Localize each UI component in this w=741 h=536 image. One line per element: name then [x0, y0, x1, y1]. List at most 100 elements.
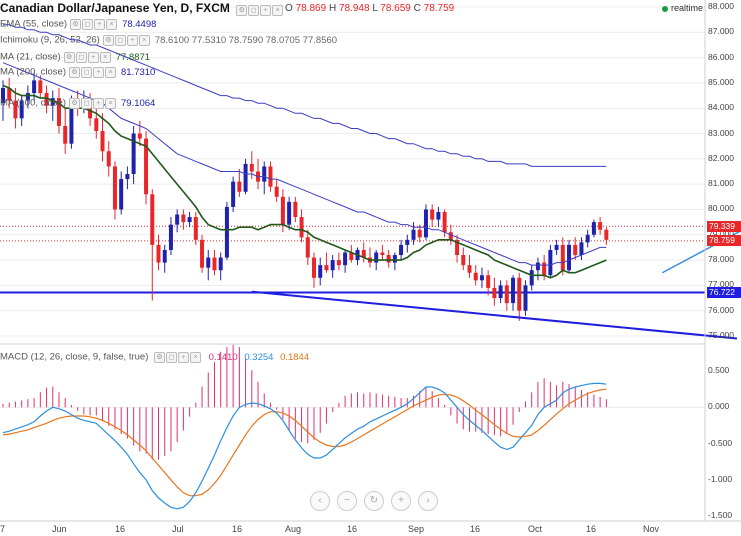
- indicator-buttons: ⚙ ◻ + ×: [63, 51, 112, 63]
- candle-body: [392, 255, 397, 263]
- indicator-value: 77.8871: [115, 51, 151, 63]
- price-tick-label: 87.000: [708, 26, 734, 37]
- macd-close-icon[interactable]: ×: [190, 352, 202, 363]
- time-tick-label: Sep: [408, 524, 425, 534]
- add-icon[interactable]: +: [260, 5, 272, 17]
- realtime-label: realtime: [671, 3, 704, 13]
- candle-body: [542, 262, 547, 276]
- candle-body: [461, 255, 466, 266]
- macd-settings-icon[interactable]: ⚙: [154, 352, 166, 363]
- indicator-row: MA (21, close) ⚙ ◻ + × 77.8871: [0, 51, 150, 63]
- candle-body: [7, 87, 12, 101]
- settings-icon[interactable]: ⚙: [102, 35, 114, 46]
- candle-body: [1, 87, 5, 104]
- indicator-label[interactable]: MA (100, close): [0, 97, 66, 109]
- settings-icon[interactable]: ⚙: [69, 98, 80, 109]
- candle-body: [200, 239, 205, 268]
- scroll-left-icon[interactable]: ‹: [310, 491, 330, 511]
- hide-icon[interactable]: ◻: [82, 19, 94, 30]
- candle-body: [25, 93, 30, 101]
- navigation-controls: ‹ − ↻ + ›: [310, 490, 445, 511]
- price-lines: [0, 225, 705, 294]
- reset-icon[interactable]: ↻: [364, 491, 384, 511]
- ma21-line: [2, 84, 607, 279]
- candle-body: [38, 80, 43, 94]
- close-icon[interactable]: ×: [99, 52, 111, 63]
- candle-body: [448, 232, 453, 240]
- indicator-label[interactable]: MA (21, close): [0, 51, 61, 63]
- add-icon[interactable]: +: [126, 35, 138, 46]
- zoom-in-icon[interactable]: +: [391, 491, 411, 511]
- settings-icon[interactable]: ⚙: [69, 67, 80, 78]
- close-icon[interactable]: ×: [105, 67, 116, 78]
- add-icon[interactable]: +: [93, 67, 104, 78]
- candle-body: [498, 285, 503, 299]
- close-icon[interactable]: ×: [106, 19, 118, 30]
- chart-title: Canadian Dollar/Japanese Yen, D, FXCM ⚙ ◻…: [0, 1, 284, 17]
- candle-body: [131, 133, 136, 175]
- ohlc-value-c: 78.759: [423, 3, 455, 14]
- indicator-label[interactable]: Ichimoku (9, 26, 52, 26): [0, 34, 100, 46]
- price-tag: 78.759: [707, 235, 741, 247]
- macd-legend: MACD (12, 26, close, 9, false, true) ⚙ ◻ +…: [0, 351, 309, 363]
- candle-body: [585, 234, 590, 243]
- ohlc-value-h: 78.948: [338, 3, 373, 14]
- settings-icon[interactable]: ⚙: [63, 52, 75, 63]
- title-buttons: ⚙ ◻ + ×: [236, 1, 284, 17]
- candle-body: [305, 237, 310, 258]
- candle-body: [100, 131, 105, 152]
- hide-icon[interactable]: ◻: [81, 98, 92, 109]
- symbol-name[interactable]: Canadian Dollar/Japanese Yen, D, FXCM: [0, 1, 230, 15]
- time-tick-label: Aug: [285, 524, 302, 534]
- hide-icon[interactable]: ◻: [248, 5, 260, 17]
- time-tick-label: Nov: [643, 524, 660, 534]
- indicator-label[interactable]: MA (200, close): [0, 66, 66, 78]
- candles: [1, 72, 609, 321]
- price-tick-label: 84.000: [708, 102, 734, 113]
- candle-body: [193, 217, 198, 240]
- settings-icon[interactable]: ⚙: [236, 5, 248, 17]
- settings-icon[interactable]: ⚙: [70, 19, 82, 30]
- candle-body: [517, 277, 522, 311]
- candle-body: [318, 265, 323, 278]
- add-icon[interactable]: +: [87, 52, 99, 63]
- candle-body: [567, 244, 572, 271]
- candle-body: [430, 209, 435, 220]
- hide-icon[interactable]: ◻: [81, 67, 92, 78]
- candle-body: [231, 181, 236, 207]
- hide-icon[interactable]: ◻: [114, 35, 126, 46]
- close-icon[interactable]: ×: [105, 98, 116, 109]
- candle-body: [137, 133, 142, 139]
- indicator-row: MA (100, close) ⚙ ◻ + × 79.1064: [0, 97, 155, 109]
- price-tag: 76.722: [707, 286, 741, 298]
- time-tick-label: 7: [0, 524, 6, 534]
- candle-body: [112, 166, 117, 210]
- candle-body: [349, 252, 354, 261]
- macd-main-line: [2, 382, 607, 510]
- indicator-buttons: ⚙ ◻ + ×: [102, 34, 151, 46]
- candle-body: [218, 257, 223, 271]
- candle-body: [299, 217, 304, 238]
- candle-body: [423, 209, 428, 238]
- macd-label[interactable]: MACD (12, 26, close, 9, false, true): [0, 351, 149, 363]
- indicator-buttons: ⚙ ◻ + ×: [69, 97, 117, 109]
- add-icon[interactable]: +: [93, 98, 104, 109]
- indicator-buttons: ⚙ ◻ + ×: [69, 66, 117, 78]
- indicator-label[interactable]: EMA (55, close): [0, 18, 68, 30]
- zoom-out-icon[interactable]: −: [337, 491, 357, 511]
- scroll-right-icon[interactable]: ›: [418, 491, 438, 511]
- close-icon[interactable]: ×: [138, 35, 150, 46]
- add-icon[interactable]: +: [94, 19, 106, 30]
- candle-body: [249, 163, 254, 172]
- macd-add-icon[interactable]: +: [178, 352, 190, 363]
- ohlc-key-c: C: [413, 3, 424, 14]
- price-tick-label: 76.000: [708, 304, 734, 315]
- close-icon[interactable]: ×: [272, 5, 284, 17]
- time-tick-label: 16: [586, 524, 597, 534]
- candle-body: [436, 211, 441, 220]
- hide-icon[interactable]: ◻: [75, 52, 87, 63]
- indicator-row: MA (200, close) ⚙ ◻ + × 81.7310: [0, 66, 155, 78]
- candle-body: [330, 260, 335, 271]
- macd-hide-icon[interactable]: ◻: [166, 352, 178, 363]
